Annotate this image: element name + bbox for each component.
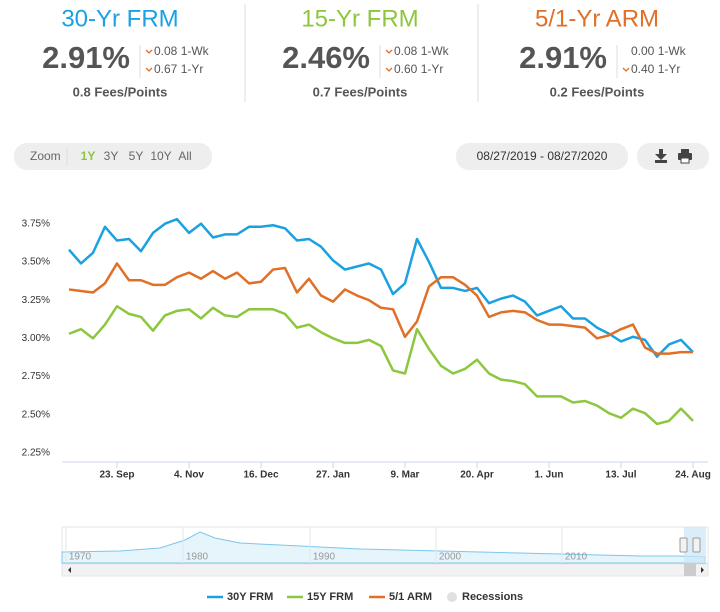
- x-tick-label: 27. Jan: [316, 470, 350, 481]
- tools-box: [637, 143, 709, 170]
- legend-label[interactable]: 30Y FRM: [227, 591, 273, 603]
- card-title: 30-Yr FRM: [61, 5, 178, 32]
- scroll-right[interactable]: [701, 567, 704, 573]
- card-title: 5/1-Yr ARM: [535, 5, 659, 32]
- change: 0.08 1-Wk: [394, 44, 450, 58]
- nav-year: 1990: [313, 552, 336, 563]
- down-arrow: [385, 67, 393, 72]
- legend-label[interactable]: 5/1 ARM: [389, 591, 432, 603]
- y-tick-label: 3.00%: [22, 333, 50, 344]
- y-tick-label: 2.75%: [22, 371, 50, 382]
- date-range-box[interactable]: [456, 143, 628, 170]
- x-tick-label: 4. Nov: [174, 470, 204, 481]
- fees: 0.2 Fees/Points: [550, 84, 645, 99]
- x-tick-label: 23. Sep: [99, 470, 134, 481]
- series-line: [68, 217, 694, 358]
- nav-year: 2000: [439, 552, 462, 563]
- nav-year: 1970: [69, 552, 92, 563]
- zoom-button[interactable]: 5Y: [129, 149, 144, 163]
- fees: 0.8 Fees/Points: [73, 84, 168, 99]
- nav-year: 1980: [186, 552, 209, 563]
- y-tick-label: 2.50%: [22, 409, 50, 420]
- down-arrow: [622, 67, 630, 72]
- download-icon[interactable]: [655, 149, 667, 163]
- date-range[interactable]: 08/27/2019 - 08/27/2020: [477, 149, 608, 163]
- legend-label[interactable]: 15Y FRM: [307, 591, 353, 603]
- down-arrow: [145, 67, 153, 72]
- zoom-label: Zoom: [30, 149, 61, 163]
- change: 0.08 1-Wk: [154, 44, 210, 58]
- nav-year: 2010: [565, 552, 588, 563]
- rate: 2.91%: [42, 40, 130, 75]
- x-tick-label: 9. Mar: [391, 470, 420, 481]
- y-tick-label: 3.25%: [22, 295, 50, 306]
- rate: 2.46%: [282, 40, 370, 75]
- series-line: [68, 262, 693, 355]
- x-tick-label: 16. Dec: [243, 470, 278, 481]
- card-title: 15-Yr FRM: [301, 5, 418, 32]
- x-tick-label: 20. Apr: [460, 470, 494, 481]
- change: 0.60 1-Yr: [394, 62, 443, 76]
- rate: 2.91%: [519, 40, 607, 75]
- change: 0.00 1-Wk: [631, 44, 687, 58]
- change: 0.40 1-Yr: [631, 62, 680, 76]
- scrollbar[interactable]: [61, 563, 709, 577]
- x-tick-label: 24. Aug: [675, 470, 711, 481]
- zoom-button[interactable]: All: [178, 149, 191, 163]
- down-arrow: [145, 49, 153, 54]
- zoom-button[interactable]: 1Y: [81, 149, 96, 163]
- fees: 0.7 Fees/Points: [313, 84, 408, 99]
- scroll-left[interactable]: [68, 567, 71, 573]
- zoom-button[interactable]: 10Y: [150, 149, 171, 163]
- legend-swatch[interactable]: [447, 592, 457, 602]
- y-tick-label: 2.25%: [22, 448, 50, 459]
- zoom-bar: [14, 143, 212, 170]
- y-tick-label: 3.75%: [22, 218, 50, 229]
- print-icon[interactable]: [678, 149, 692, 164]
- change: 0.67 1-Yr: [154, 62, 203, 76]
- down-arrow: [385, 49, 393, 54]
- navigator-handle[interactable]: [692, 537, 701, 553]
- scrollbar-thumb[interactable]: [684, 564, 696, 576]
- x-tick-label: 1. Jun: [535, 470, 564, 481]
- x-tick-label: 13. Jul: [605, 470, 636, 481]
- y-tick-label: 3.50%: [22, 257, 50, 268]
- series-line: [68, 304, 694, 426]
- navigator-handle[interactable]: [679, 537, 688, 553]
- zoom-button[interactable]: 3Y: [104, 149, 119, 163]
- legend-label[interactable]: Recessions: [462, 591, 523, 603]
